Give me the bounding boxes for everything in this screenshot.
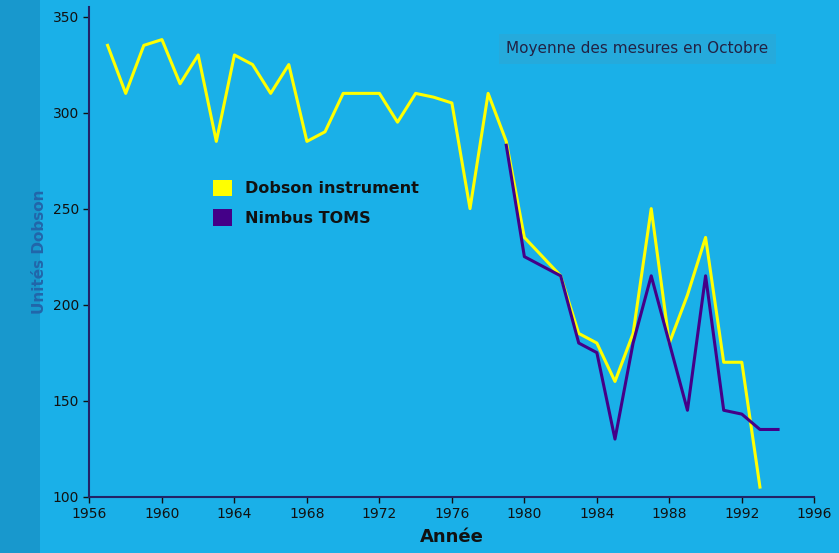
X-axis label: Année: Année bbox=[420, 528, 484, 546]
Y-axis label: Unités Dobson: Unités Dobson bbox=[32, 190, 47, 314]
Legend: Dobson instrument, Nimbus TOMS: Dobson instrument, Nimbus TOMS bbox=[206, 174, 425, 232]
Text: Moyenne des mesures en Octobre: Moyenne des mesures en Octobre bbox=[506, 41, 769, 56]
